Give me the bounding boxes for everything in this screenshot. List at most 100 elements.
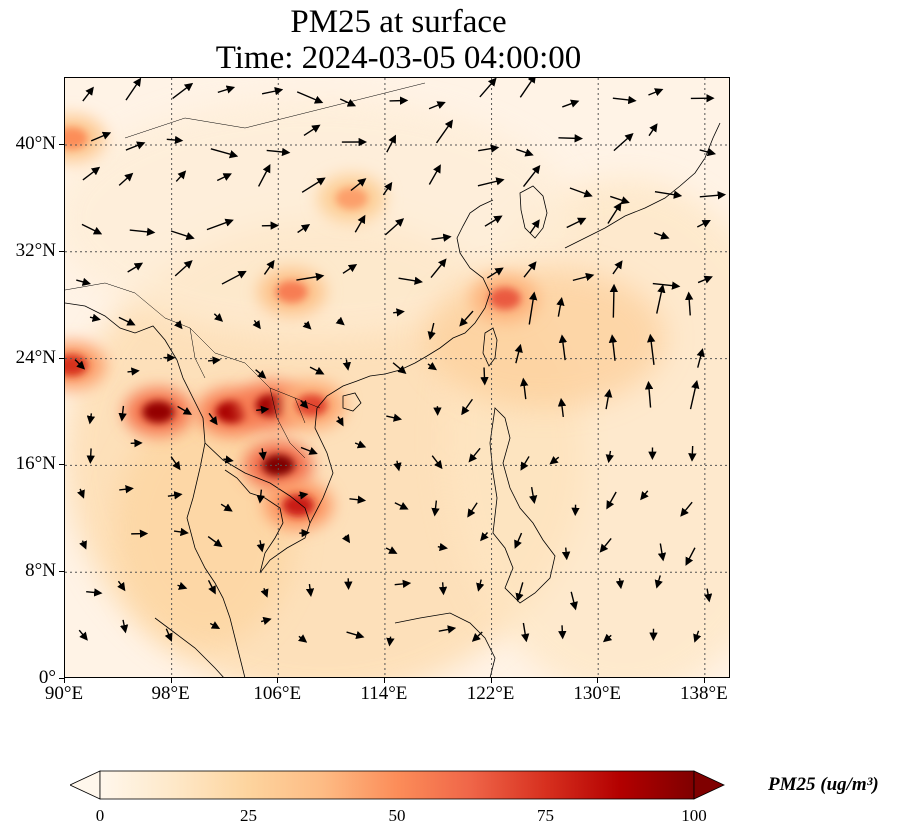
wind-arrow <box>480 367 489 386</box>
wind-arrow <box>79 540 87 550</box>
wind-arrow <box>217 85 236 94</box>
wind-arrow <box>261 87 284 96</box>
pm25-hotspot <box>65 127 88 150</box>
x-tick-mark <box>170 678 172 683</box>
wind-arrow <box>297 224 311 234</box>
wind-arrow <box>221 270 247 285</box>
wind-arrow <box>305 584 315 597</box>
wind-arrow <box>303 124 321 137</box>
wind-arrow <box>703 588 713 603</box>
wind-arrow <box>335 416 344 427</box>
wind-arrow <box>471 631 483 642</box>
wind-arrow <box>127 262 144 273</box>
x-tick-label: 90°E <box>44 683 84 704</box>
wind-arrow <box>653 231 670 240</box>
wind-arrow <box>220 503 233 512</box>
wind-arrow <box>561 547 571 561</box>
coastline-borneo <box>394 612 496 677</box>
y-tick-label: 0° <box>38 667 56 688</box>
wind-arrow <box>572 272 595 282</box>
pm25-hotspot <box>295 394 328 417</box>
wind-arrow <box>257 164 271 187</box>
wind-arrow <box>216 173 232 182</box>
wind-arrow <box>684 291 694 316</box>
coastline-korea <box>519 185 548 239</box>
wind-arrow <box>223 455 234 464</box>
wind-arrow <box>354 440 367 449</box>
wind-arrow <box>549 456 560 465</box>
y-tick-mark <box>59 464 64 466</box>
x-tick-label: 138°E <box>679 683 728 704</box>
wind-arrow <box>309 366 325 375</box>
wind-arrow <box>476 579 485 592</box>
wind-arrow <box>558 625 567 640</box>
wind-arrow <box>167 491 183 500</box>
wind-arrow <box>392 362 407 375</box>
wind-arrow <box>77 488 85 499</box>
wind-arrow <box>696 220 711 228</box>
wind-arrow <box>468 447 481 463</box>
wind-arrow <box>296 272 325 282</box>
wind-arrow <box>255 369 267 379</box>
wind-arrow <box>296 91 324 104</box>
coastline-hainan <box>342 392 362 412</box>
wind-arrow <box>382 181 393 196</box>
wind-arrow <box>522 164 541 188</box>
wind-arrow <box>515 582 524 602</box>
colorbar-extend-high <box>693 770 725 800</box>
wind-arrow <box>654 575 663 589</box>
x-tick-label: 130°E <box>573 683 622 704</box>
wind-arrow <box>170 456 181 471</box>
wind-arrow <box>298 491 309 500</box>
x-tick-mark <box>490 678 492 683</box>
colorbar-tick-label: 0 <box>95 806 105 825</box>
y-tick-mark <box>59 144 64 145</box>
wind-arrow <box>437 542 448 552</box>
wind-arrow <box>119 619 129 634</box>
wind-arrow <box>346 630 365 640</box>
x-tick-label: 114°E <box>360 683 408 704</box>
wind-arrow <box>301 177 326 193</box>
x-tick-label: 122°E <box>466 683 515 704</box>
wind-arrow <box>258 448 267 461</box>
wind-arrow <box>207 580 216 595</box>
wind-arrow <box>76 277 92 286</box>
wind-arrow <box>256 540 265 553</box>
wind-arrow <box>173 527 189 537</box>
wind-arrow <box>699 147 717 157</box>
colorbar-body <box>99 770 695 800</box>
wind-arrow <box>479 78 497 98</box>
wind-arrow <box>558 334 568 361</box>
wind-arrow <box>644 380 654 408</box>
map-canvas <box>65 78 729 677</box>
wind-arrow <box>335 316 345 326</box>
pm25-hotspot <box>488 287 521 310</box>
wind-arrow <box>81 223 103 235</box>
wind-arrow <box>260 588 269 598</box>
pm25-hotspot <box>282 494 315 517</box>
wind-arrow <box>385 546 398 554</box>
wind-arrow <box>299 399 309 409</box>
wind-arrow <box>129 227 156 237</box>
wind-arrow <box>610 195 630 205</box>
wind-arrow <box>393 308 405 317</box>
wind-arrow <box>519 78 536 98</box>
wind-arrow <box>459 310 474 327</box>
wind-arrow <box>206 218 234 231</box>
wind-arrow <box>427 322 436 341</box>
wind-arrow <box>174 320 183 330</box>
wind-arrow <box>118 172 134 186</box>
pm25-hotspot <box>262 454 295 477</box>
wind-arrow <box>298 634 308 643</box>
wind-arrow <box>118 316 136 326</box>
wind-arrow <box>654 190 683 199</box>
wind-arrow <box>680 501 693 517</box>
colorbar-tick-label: 100 <box>681 806 707 825</box>
wind-arrow <box>86 448 95 464</box>
wind-arrow <box>693 630 702 643</box>
wind-arrow <box>174 260 193 277</box>
wind-arrow <box>117 580 126 592</box>
wind-arrow <box>516 148 534 157</box>
wind-arrow <box>78 629 88 641</box>
colorbar-extend-low <box>69 770 101 800</box>
